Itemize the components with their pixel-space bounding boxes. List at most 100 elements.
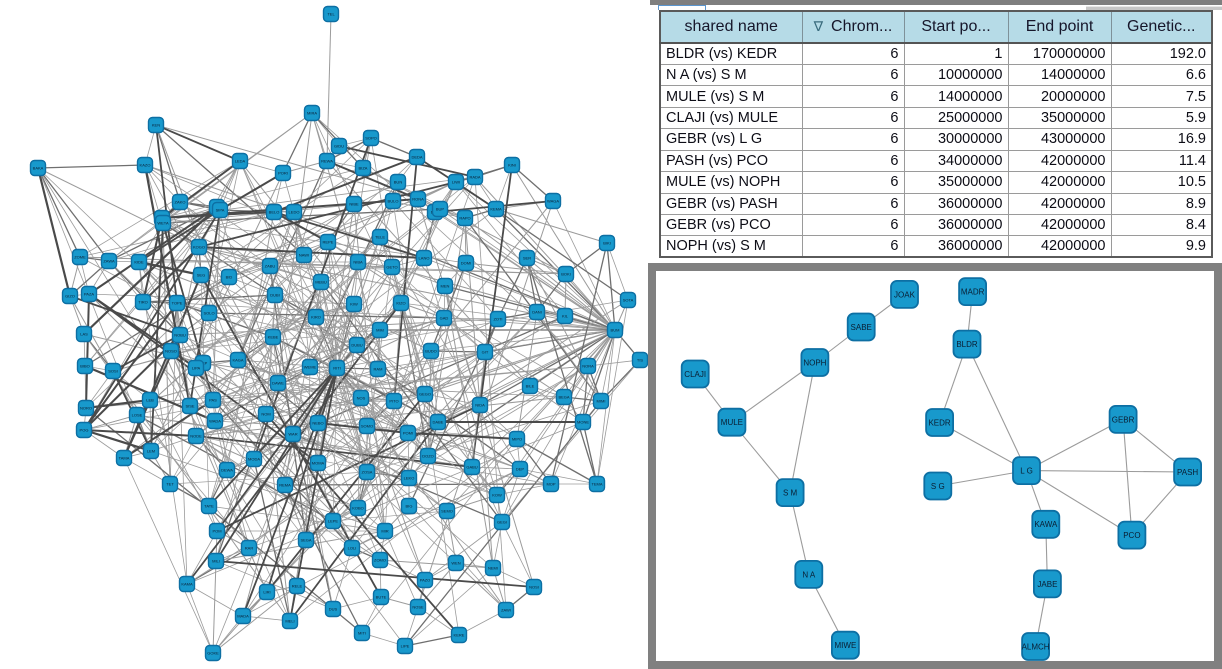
network-node[interactable]: LANO — [415, 249, 433, 267]
network-node[interactable]: WETA — [154, 214, 172, 232]
network-node[interactable]: POM — [208, 522, 226, 540]
network-edge[interactable] — [277, 382, 395, 402]
edge-table-row[interactable]: PASH (vs) PCO 6 34000000 42000000 11.4 — [660, 149, 1212, 172]
network-node[interactable]: LAS — [75, 325, 93, 343]
network-node[interactable]: BELO — [265, 203, 283, 221]
edge-table-row[interactable]: MULE (vs) S M 6 14000000 20000000 7.5 — [660, 85, 1212, 108]
network-edge[interactable] — [357, 261, 565, 398]
network-edge[interactable] — [216, 367, 338, 532]
network-node[interactable]: RONA — [409, 190, 427, 208]
network-edge[interactable] — [320, 281, 503, 523]
table-horizontal-scrollbar[interactable] — [1086, 6, 1222, 10]
network-node[interactable]: KIRO — [307, 308, 325, 326]
network-edge[interactable] — [265, 336, 274, 415]
network-node[interactable]: LEKO — [400, 469, 418, 487]
network-edge[interactable] — [195, 208, 497, 437]
network-node[interactable]: GIZO — [61, 287, 79, 305]
network-edge[interactable] — [479, 385, 531, 406]
network-edge[interactable] — [155, 124, 241, 162]
network-node[interactable]: KEN — [147, 116, 165, 134]
network-node[interactable]: NEBO — [309, 414, 327, 432]
network-edge[interactable] — [430, 262, 467, 352]
network-node[interactable]: MULE — [717, 407, 747, 437]
network-edge[interactable] — [529, 385, 584, 423]
network-edge[interactable] — [282, 112, 313, 174]
network-edge[interactable] — [303, 254, 498, 496]
network-node[interactable]: ZOME — [71, 248, 89, 266]
network-edge[interactable] — [526, 257, 598, 485]
network-node[interactable]: PASH — [1173, 457, 1202, 487]
network-edge[interactable] — [606, 242, 616, 331]
network-node[interactable]: S G — [923, 471, 953, 501]
network-node[interactable]: KIDE — [130, 253, 148, 271]
network-edge[interactable] — [138, 261, 188, 585]
network-edge[interactable] — [200, 167, 364, 276]
network-node[interactable]: NAWI — [295, 246, 313, 264]
network-node[interactable]: SEGA — [297, 531, 315, 549]
network-edge[interactable] — [407, 432, 518, 440]
network-edge[interactable] — [83, 206, 218, 335]
network-node[interactable]: DABE — [429, 413, 447, 431]
network-edge[interactable] — [582, 329, 616, 423]
network-edge[interactable] — [315, 316, 338, 369]
edge-table-row[interactable]: BLDR (vs) KEDR 6 1 170000000 192.0 — [660, 42, 1212, 65]
network-edge[interactable] — [176, 302, 214, 401]
network-edge[interactable] — [1026, 418, 1124, 472]
network-node[interactable]: NOS — [352, 389, 370, 407]
network-node[interactable]: MILI — [207, 552, 225, 570]
network-edge[interactable] — [123, 457, 214, 654]
network-node[interactable]: DUS — [324, 600, 342, 618]
network-edge[interactable] — [226, 422, 319, 471]
network-node[interactable]: GIT — [476, 343, 494, 361]
network-node[interactable]: WADA — [206, 412, 224, 430]
network-node[interactable]: MIPO — [508, 430, 526, 448]
network-node[interactable]: SOMO — [358, 417, 376, 435]
network-edge[interactable] — [228, 241, 329, 278]
secondary-network-svg[interactable]: JOAK MADR SABE BLDR NOPH CLAJI GEBR MULE KEDR L G… — [656, 271, 1214, 661]
network-node[interactable]: MIM — [371, 321, 389, 339]
network-node[interactable]: KIL — [556, 307, 574, 325]
network-edge[interactable] — [587, 359, 641, 367]
network-edge[interactable] — [404, 634, 460, 647]
network-node[interactable]: BIG — [400, 497, 418, 515]
network-edge[interactable] — [1122, 419, 1133, 536]
network-node[interactable]: LEB — [141, 391, 159, 409]
network-edge[interactable] — [195, 435, 359, 509]
network-node[interactable]: SOSI — [104, 362, 122, 380]
network-edge[interactable] — [208, 312, 228, 471]
network-edge[interactable] — [471, 329, 616, 468]
network-edge[interactable] — [202, 362, 255, 460]
network-node[interactable]: PITO — [385, 392, 403, 410]
network-edge[interactable] — [212, 399, 409, 434]
network-node[interactable]: NIBE — [345, 195, 363, 213]
network-edge[interactable] — [212, 366, 311, 401]
network-edge[interactable] — [444, 285, 481, 406]
network-node[interactable]: SER — [518, 249, 536, 267]
network-edge[interactable] — [309, 302, 402, 368]
network-edge[interactable] — [136, 414, 473, 468]
network-node[interactable]: BIKI — [598, 234, 616, 252]
network-node[interactable]: TEMA — [588, 475, 606, 493]
network-node[interactable]: MELI — [281, 612, 299, 630]
network-node[interactable]: PCO — [1117, 520, 1147, 550]
network-edge[interactable] — [939, 422, 1027, 472]
network-node[interactable]: NOM — [257, 405, 275, 423]
network-edge[interactable] — [155, 124, 305, 256]
network-node[interactable]: KIZO — [392, 294, 410, 312]
network-node[interactable]: KINI — [503, 156, 521, 174]
network-node[interactable]: ZOMO — [371, 551, 389, 569]
network-node[interactable]: GOKE — [204, 644, 222, 662]
network-edge[interactable] — [550, 329, 616, 485]
network-edge[interactable] — [37, 167, 200, 248]
network-edge[interactable] — [292, 433, 359, 509]
network-node[interactable]: BIZA — [354, 159, 372, 177]
network-node[interactable]: L G — [1012, 456, 1041, 486]
network-edge[interactable] — [253, 137, 372, 460]
network-edge[interactable] — [179, 281, 322, 336]
network-node[interactable]: ALMCH — [1021, 632, 1051, 661]
network-edge[interactable] — [161, 167, 364, 219]
network-node[interactable]: SEMO — [438, 502, 456, 520]
network-edge[interactable] — [526, 257, 602, 402]
edge-table-row[interactable]: MULE (vs) NOPH 6 35000000 42000000 10.5 — [660, 171, 1212, 194]
network-node[interactable]: LEPE — [324, 512, 342, 530]
